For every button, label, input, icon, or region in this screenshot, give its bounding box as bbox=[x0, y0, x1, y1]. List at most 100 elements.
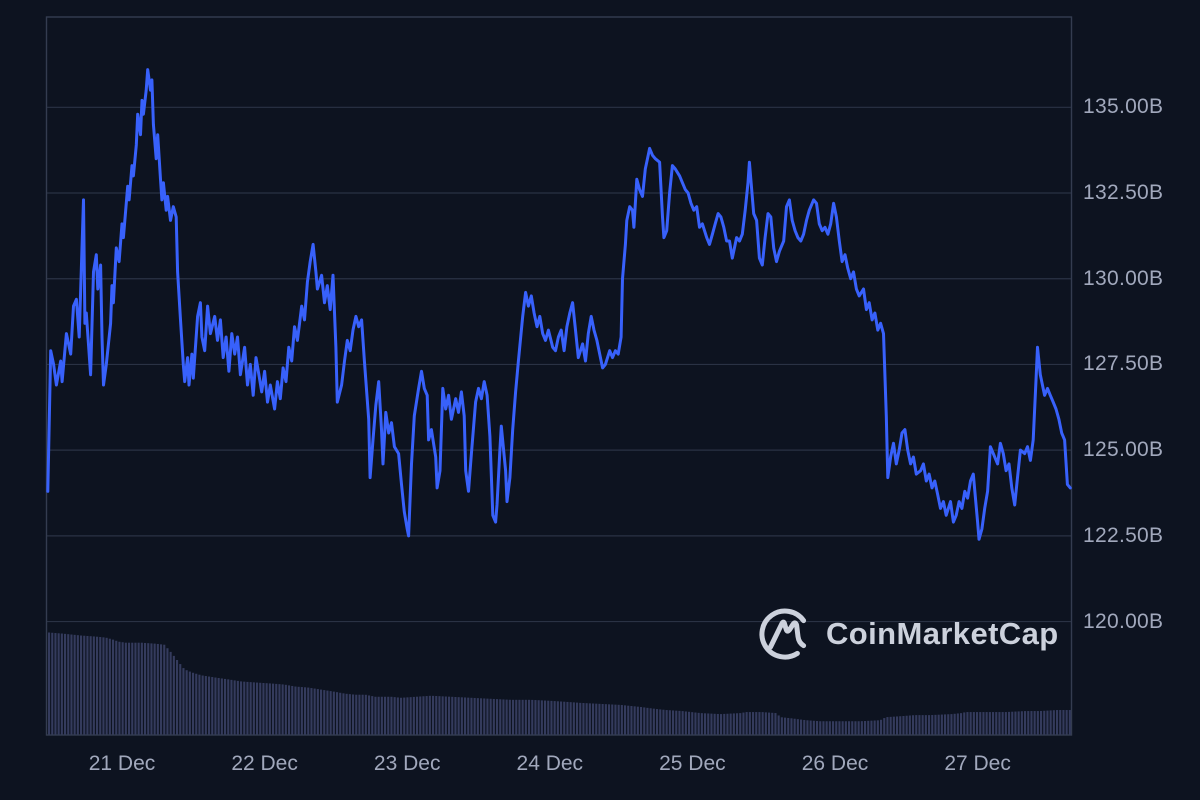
volume-bar bbox=[908, 715, 911, 735]
volume-bar bbox=[156, 643, 159, 735]
volume-bar bbox=[412, 696, 415, 735]
volume-bar bbox=[931, 715, 934, 735]
volume-bar bbox=[1004, 712, 1007, 735]
volume-bar bbox=[544, 700, 547, 735]
volume-bar bbox=[182, 668, 185, 735]
volume-bar bbox=[291, 685, 294, 735]
volume-bar bbox=[364, 694, 367, 735]
market-cap-polyline bbox=[46, 68, 1072, 541]
volume-bar bbox=[691, 712, 694, 735]
volume-bar bbox=[92, 636, 95, 735]
volume-bar bbox=[252, 682, 255, 735]
volume-bar bbox=[528, 699, 531, 735]
volume-bar bbox=[160, 644, 163, 735]
volume-bar bbox=[940, 714, 943, 735]
x-axis-label: 23 Dec bbox=[373, 752, 441, 775]
volume-bar bbox=[371, 696, 374, 735]
volume-bar bbox=[944, 714, 947, 735]
x-axis-label: 24 Dec bbox=[516, 752, 584, 775]
volume-bar bbox=[278, 684, 281, 735]
volume-bar bbox=[336, 692, 339, 735]
volume-bar bbox=[649, 708, 652, 735]
volume-bar bbox=[896, 716, 899, 735]
volume-bar bbox=[329, 691, 332, 735]
volume-bar bbox=[377, 696, 380, 735]
volume-bar bbox=[646, 707, 649, 735]
volume-bar bbox=[179, 664, 182, 735]
volume-bar bbox=[742, 712, 745, 735]
volume-bar bbox=[924, 715, 927, 735]
volume-bar bbox=[860, 721, 863, 735]
x-axis-label: 22 Dec bbox=[231, 752, 298, 775]
volume-bar bbox=[163, 644, 166, 735]
volume-bar bbox=[288, 685, 291, 735]
volume-bar bbox=[505, 699, 508, 735]
volume-bar bbox=[851, 721, 854, 735]
volume-bar bbox=[601, 703, 604, 735]
volume-bar bbox=[1030, 711, 1033, 735]
volume-bar bbox=[1049, 710, 1052, 735]
chart-border bbox=[45, 16, 1073, 736]
volume-bar bbox=[579, 702, 582, 735]
x-axis-label: 27 Dec bbox=[944, 752, 1011, 775]
volume-bar bbox=[1046, 710, 1049, 735]
volume-bar bbox=[400, 697, 403, 735]
volume-bar bbox=[185, 670, 188, 735]
volume-bar bbox=[368, 695, 371, 735]
volume-bar bbox=[582, 703, 585, 735]
volume-bar bbox=[982, 712, 985, 735]
volume-bar bbox=[771, 712, 774, 735]
volume-bar bbox=[976, 712, 979, 735]
volume-bar bbox=[361, 694, 364, 735]
volume-bar bbox=[576, 702, 579, 735]
volume-bar bbox=[153, 643, 156, 735]
volume-bar bbox=[768, 712, 771, 735]
volume-bar bbox=[697, 712, 700, 735]
volume-bar bbox=[966, 712, 969, 735]
market-cap-line bbox=[46, 68, 1072, 541]
volume-bar bbox=[515, 699, 518, 735]
volume-bar bbox=[800, 719, 803, 735]
volume-bar bbox=[947, 714, 950, 735]
volume-bar bbox=[640, 707, 643, 735]
volume-bar bbox=[470, 697, 473, 735]
volume-bar bbox=[342, 693, 345, 735]
volume-bar bbox=[857, 721, 860, 735]
volume-bar bbox=[227, 679, 230, 735]
y-axis-label: 132.50B bbox=[1083, 181, 1164, 204]
volume-bar bbox=[147, 643, 150, 735]
volume-bar bbox=[230, 679, 233, 735]
volume-bar bbox=[611, 704, 614, 735]
volume-bar bbox=[745, 712, 748, 735]
volume-bar bbox=[521, 699, 524, 735]
volume-bar bbox=[284, 684, 287, 735]
volume-bar bbox=[672, 710, 675, 735]
volume-bar bbox=[780, 717, 783, 735]
volume-bar bbox=[294, 686, 297, 735]
volume-bar bbox=[352, 694, 355, 735]
volume-bar bbox=[201, 675, 204, 735]
volume-bar bbox=[188, 671, 191, 735]
volume-bar bbox=[656, 709, 659, 735]
volume-bar bbox=[422, 696, 425, 735]
volume-bar bbox=[553, 701, 556, 735]
volume-bar bbox=[192, 672, 195, 735]
volume-bar bbox=[1036, 711, 1039, 735]
volume-bar bbox=[755, 712, 758, 735]
volume-bar bbox=[880, 719, 883, 735]
volume-bar bbox=[128, 642, 131, 735]
volume-bar bbox=[150, 643, 153, 735]
volume-bar bbox=[496, 699, 499, 735]
volume-bar bbox=[243, 681, 246, 735]
volume-bar bbox=[70, 634, 73, 735]
volume-bar bbox=[572, 702, 575, 735]
volume-bar bbox=[403, 697, 406, 735]
volume-bar bbox=[144, 642, 147, 735]
volume-bar bbox=[793, 718, 796, 735]
volume-bar bbox=[796, 719, 799, 735]
volume-bar bbox=[784, 717, 787, 735]
volume-bar bbox=[560, 701, 563, 735]
volume-bar bbox=[80, 635, 83, 735]
volume-bar bbox=[176, 660, 179, 735]
